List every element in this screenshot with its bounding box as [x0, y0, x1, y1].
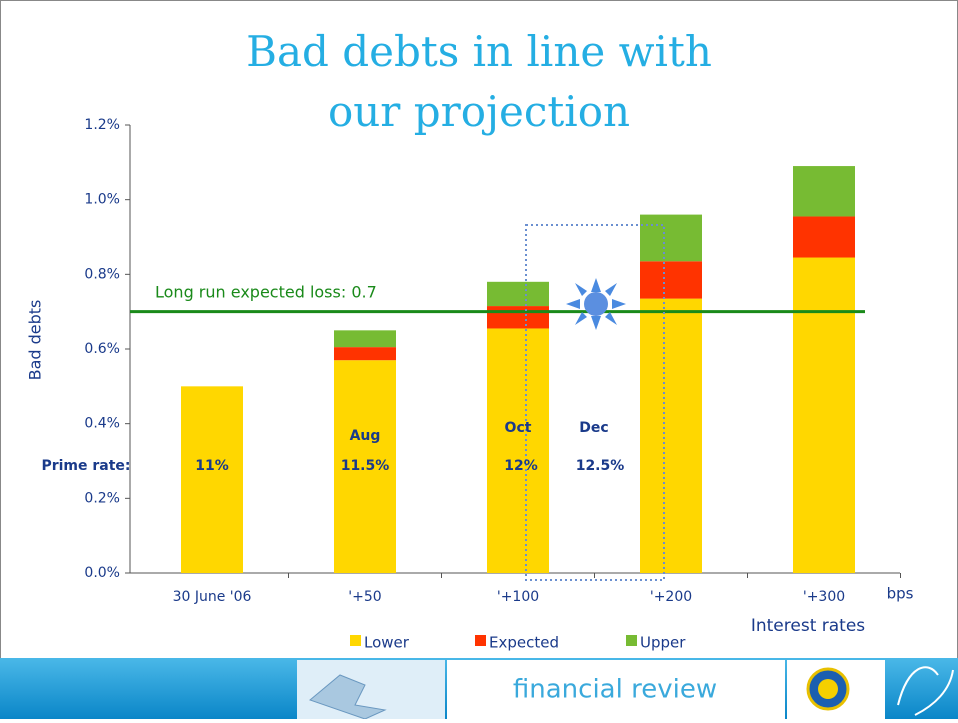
- annotation: Dec: [579, 420, 608, 436]
- bar-segment: [334, 360, 396, 573]
- y-tick-label: 1.0%: [84, 192, 120, 208]
- legend-swatch: [626, 635, 637, 646]
- bar-segment: [793, 166, 855, 217]
- legend-label: Expected: [489, 634, 559, 652]
- y-tick-label: 0.6%: [84, 341, 120, 357]
- annotation: 12%: [504, 458, 538, 474]
- sun-rays: [566, 278, 626, 330]
- annotation: 11%: [195, 458, 229, 474]
- bar-segment: [487, 328, 549, 573]
- y-tick-label: 0.0%: [84, 565, 120, 581]
- bar-segment: [487, 306, 549, 329]
- y-tick-label: 0.2%: [84, 490, 120, 506]
- bar-segment: [334, 347, 396, 361]
- bar-segment: [181, 386, 243, 573]
- y-axis-label: Bad debts: [26, 300, 45, 381]
- footer: financial review: [0, 658, 958, 720]
- legend-label: Lower: [364, 634, 410, 652]
- x-unit: bps: [887, 585, 914, 603]
- y-tick-label: 0.8%: [84, 266, 120, 282]
- x-tick-label: '+50: [348, 589, 381, 605]
- legend-swatch: [350, 635, 361, 646]
- annotation: Oct: [505, 420, 532, 436]
- bar-segment: [793, 257, 855, 573]
- bar-segment: [640, 261, 702, 299]
- bar-segment: [640, 214, 702, 262]
- x-tick-label: 30 June '06: [173, 589, 252, 605]
- reference-label: Long run expected loss: 0.7: [155, 283, 377, 302]
- x-axis-label: Interest rates: [751, 616, 865, 636]
- logo-center: [818, 679, 838, 699]
- legend-swatch: [475, 635, 486, 646]
- sun: [584, 292, 608, 316]
- annotation: 12.5%: [576, 458, 625, 474]
- footer-text: financial review: [513, 675, 717, 705]
- chart-title: our projection: [328, 87, 630, 136]
- bar-segment: [487, 281, 549, 307]
- x-tick-label: '+100: [497, 589, 539, 605]
- annotation: Aug: [350, 428, 381, 444]
- y-tick-label: 1.2%: [84, 117, 120, 133]
- legend-label: Upper: [640, 634, 686, 652]
- y-tick-label: 0.4%: [84, 416, 120, 432]
- chart-title: Bad debts in line with: [246, 27, 712, 76]
- projection-box: [525, 224, 665, 581]
- footer-panel: [447, 660, 785, 719]
- x-tick-label: '+200: [650, 589, 692, 605]
- bar-segment: [640, 298, 702, 573]
- annotation: Prime rate:: [41, 458, 130, 474]
- annotation: 11.5%: [341, 458, 390, 474]
- bar-segment: [793, 216, 855, 258]
- x-tick-label: '+300: [803, 589, 845, 605]
- bar-segment: [334, 330, 396, 348]
- footer-ornament: [897, 666, 954, 716]
